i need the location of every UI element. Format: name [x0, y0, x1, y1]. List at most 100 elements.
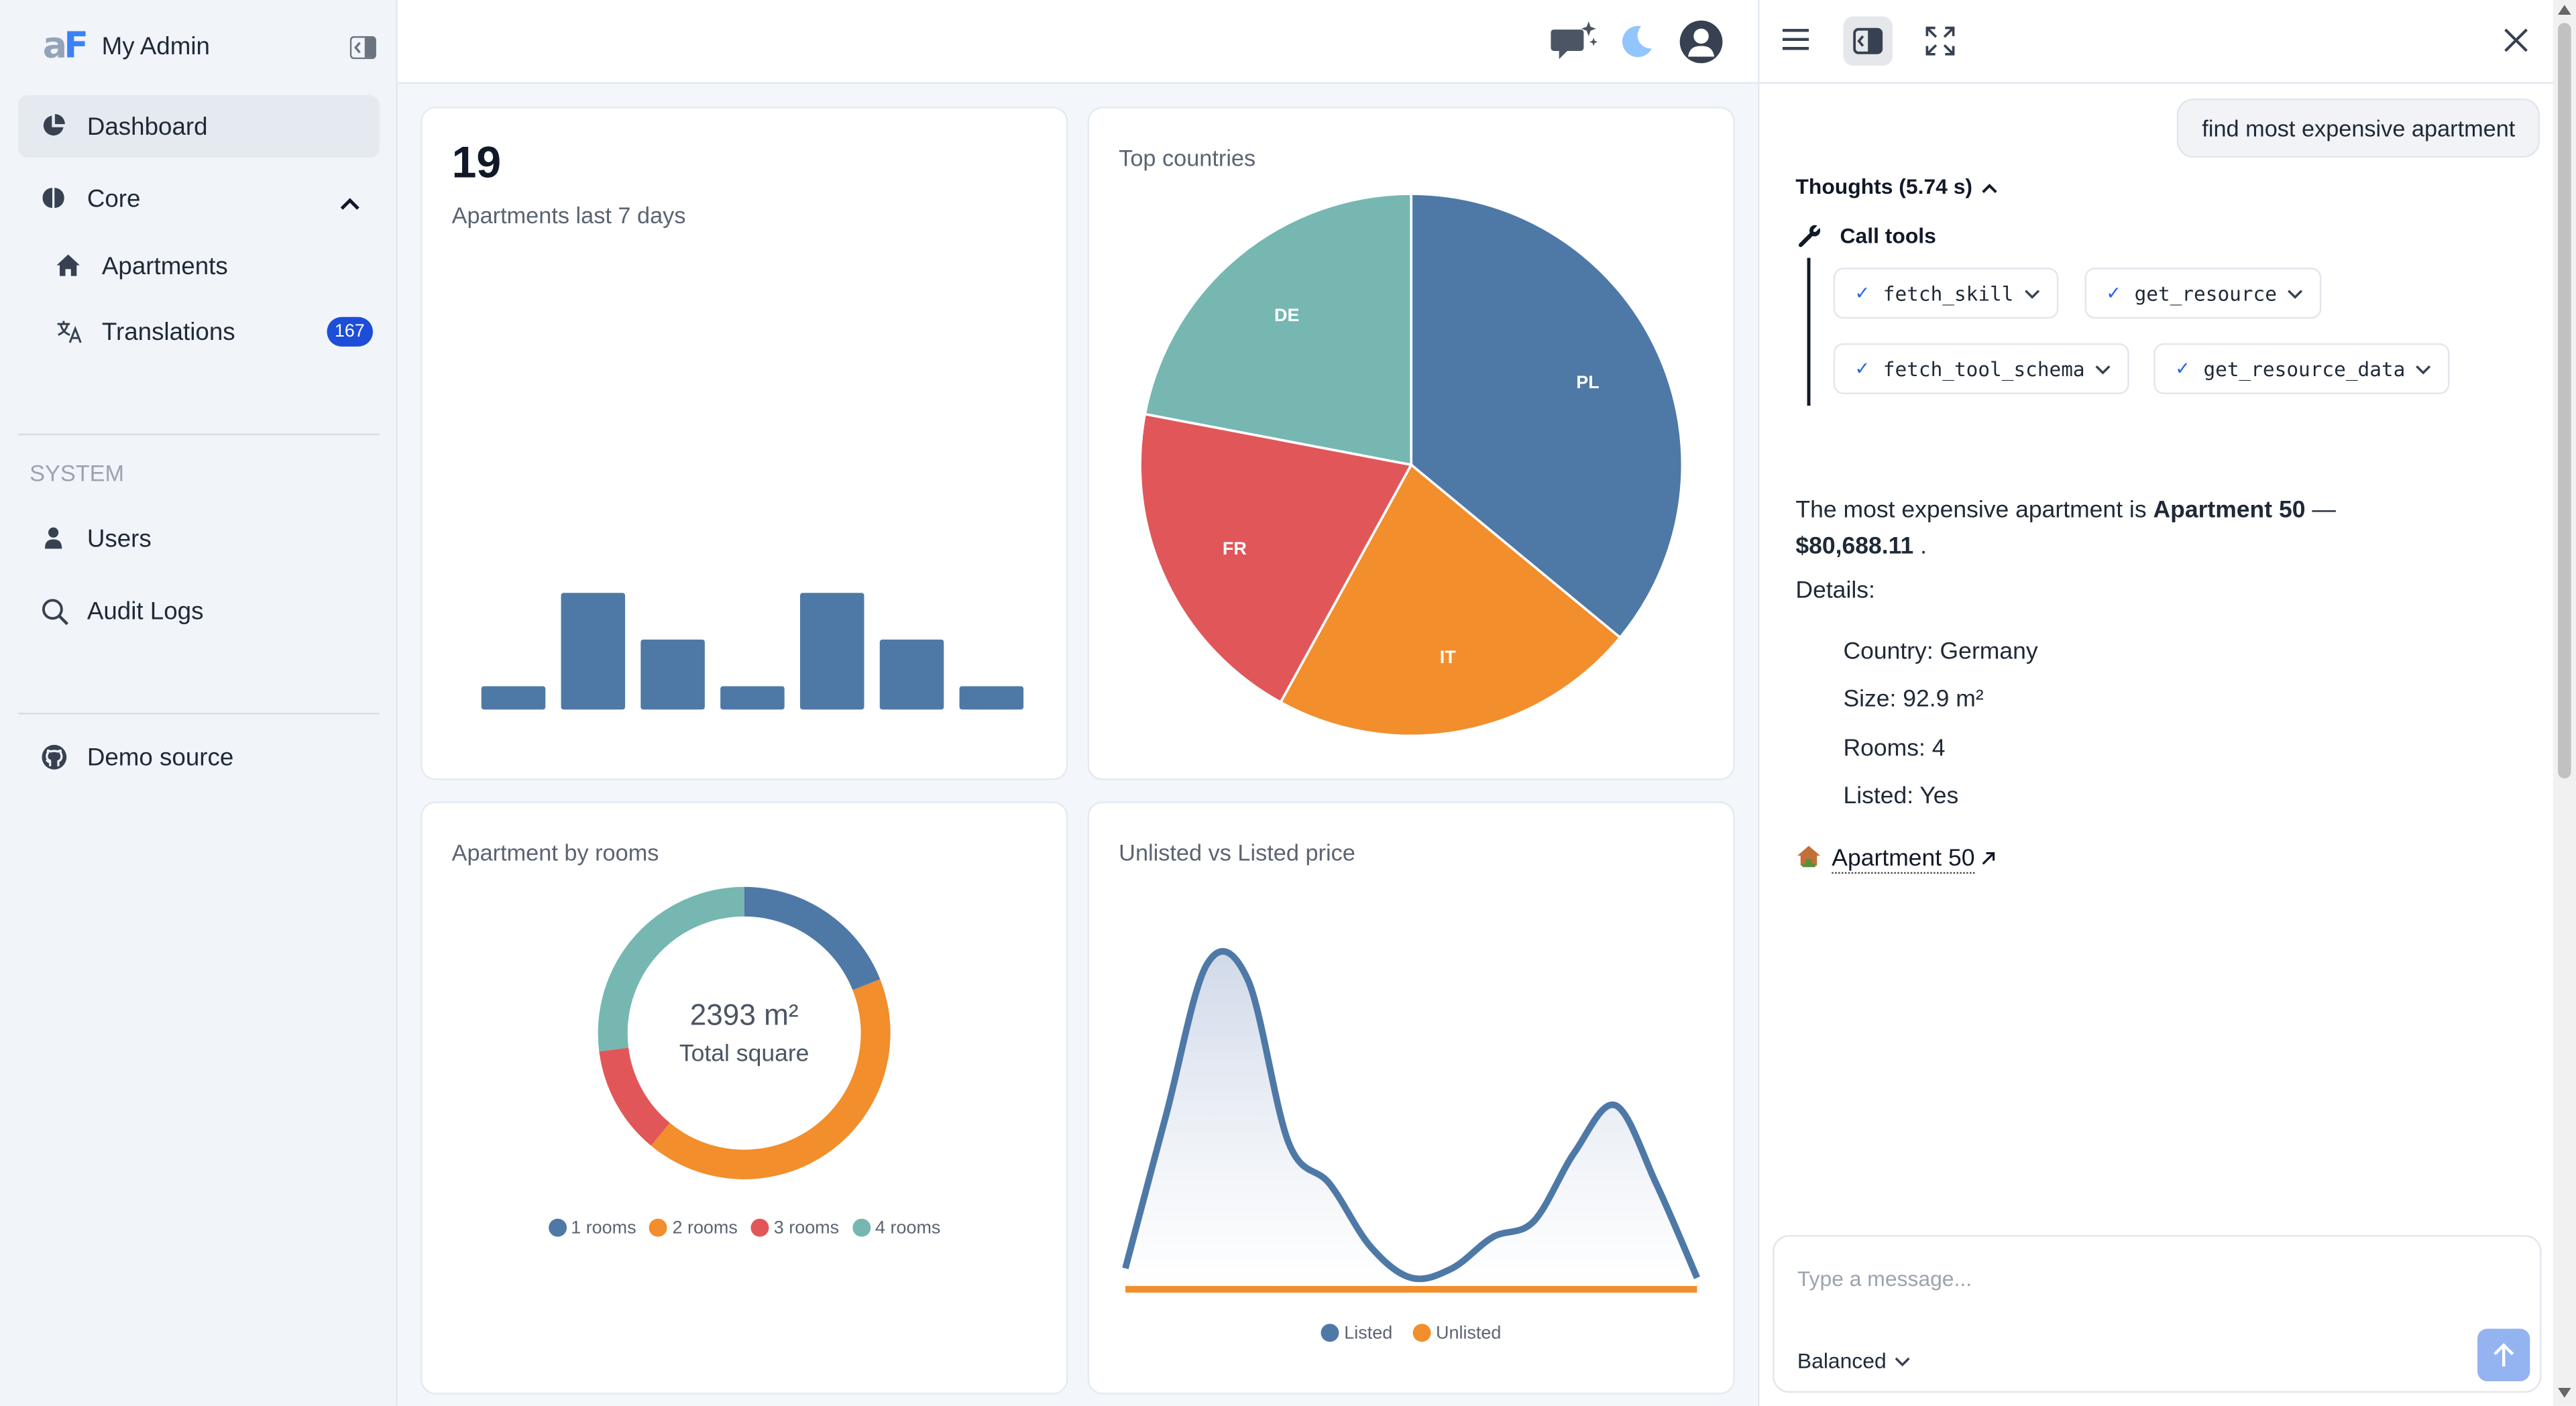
sidebar-item-label: Users	[87, 524, 152, 553]
details-label: Details:	[1795, 578, 1875, 605]
pie-slice[interactable]	[1278, 463, 1622, 738]
call-tools-label: Call tools	[1840, 223, 1936, 248]
apartment-link[interactable]: Apartment 50	[1795, 844, 1996, 874]
home-icon	[56, 253, 80, 284]
external-link-icon	[1981, 846, 1996, 872]
sidebar-item-dashboard[interactable]: Dashboard	[17, 95, 380, 158]
pie-slice[interactable]	[1410, 192, 1684, 640]
scroll-down-arrow-icon[interactable]	[2558, 1387, 2571, 1398]
app-name: My Admin	[101, 32, 210, 61]
card-title: Apartment by rooms	[451, 839, 659, 866]
dock-panel-icon[interactable]	[1843, 16, 1893, 66]
check-icon: ✓	[2106, 282, 2121, 304]
price-card: Unlisted vs Listed price Listed Unlisted	[1089, 803, 1734, 1393]
legend-item[interactable]: 3 rooms	[750, 1218, 839, 1238]
thoughts-toggle[interactable]: Thoughts (5.74 s)	[1795, 174, 1998, 198]
ai-chat-icon[interactable]	[1549, 19, 1598, 70]
apartment-by-rooms-card: Apartment by rooms 2393 m² Total square …	[422, 803, 1066, 1393]
donut-slice[interactable]	[598, 886, 744, 1052]
chat-header	[1759, 0, 2555, 84]
collapse-sidebar-icon[interactable]	[349, 36, 376, 68]
chevron-down-icon	[2095, 364, 2111, 374]
sidebar-item-demo-source[interactable]: Demo source	[18, 726, 380, 788]
sidebar-item-core[interactable]: Core	[18, 168, 380, 230]
chevron-down-icon	[2024, 289, 2039, 298]
legend-item[interactable]: 4 rooms	[852, 1218, 940, 1238]
mode-select[interactable]: Balanced	[1797, 1348, 1911, 1373]
scrollbar[interactable]	[2553, 0, 2576, 1406]
tool-chip-fetch-skill[interactable]: ✓ fetch_skill	[1833, 268, 2058, 319]
bar[interactable]	[959, 686, 1024, 710]
message-input[interactable]: Type a message...	[1797, 1266, 1972, 1291]
tool-chip-get-resource[interactable]: ✓ get_resource	[2084, 268, 2322, 319]
sidebar-item-label: Translations	[101, 317, 235, 346]
logo: aF	[42, 26, 89, 68]
top-bar	[397, 0, 1758, 84]
user-avatar-icon[interactable]	[1679, 19, 1723, 72]
send-button[interactable]	[2477, 1328, 2530, 1382]
bar[interactable]	[561, 593, 626, 710]
bar[interactable]	[879, 639, 944, 710]
scroll-up-arrow-icon[interactable]	[2558, 5, 2571, 15]
chart-legend: 1 rooms 2 rooms 3 rooms 4 rooms	[423, 1216, 1066, 1245]
pie-slice[interactable]	[1139, 412, 1414, 704]
close-icon[interactable]	[2504, 28, 2528, 61]
pie-slice-label: FR	[1223, 538, 1247, 559]
assistant-answer: The most expensive apartment is Apartmen…	[1795, 497, 2336, 561]
sidebar-item-users[interactable]: Users	[18, 508, 380, 570]
brand[interactable]: aF My Admin	[43, 26, 210, 67]
chevron-down-icon	[2287, 289, 2302, 298]
arrow-up-icon	[2494, 1343, 2514, 1367]
legend-item[interactable]: 2 rooms	[649, 1218, 738, 1238]
card-title: Top countries	[1119, 144, 1256, 171]
sidebar-item-translations[interactable]: Translations 167	[18, 300, 380, 363]
search-icon	[41, 598, 69, 632]
pie-slice-label: DE	[1274, 305, 1299, 325]
detail-item: Size: 92.9 m²	[1843, 686, 1984, 713]
detail-item: Country: Germany	[1843, 638, 2038, 666]
chart-legend: Listed Unlisted	[1089, 1320, 1733, 1350]
sidebar-item-apartments[interactable]: Apartments	[18, 235, 380, 297]
chevron-down-icon	[2416, 364, 2431, 374]
pie-chart: PL IT FR DE	[1139, 192, 1684, 738]
apartments-count: 19	[451, 137, 502, 188]
sidebar-item-label: Core	[87, 184, 141, 213]
legend-item[interactable]: Listed	[1321, 1323, 1392, 1343]
translate-icon	[56, 318, 84, 351]
donut-chart	[598, 886, 891, 1179]
divider	[17, 433, 380, 436]
tool-chip-fetch-tool-schema[interactable]: ✓ fetch_tool_schema	[1833, 343, 2129, 394]
moon-icon[interactable]	[1618, 23, 1655, 67]
scrollbar-thumb[interactable]	[2558, 23, 2571, 779]
series-line-listed[interactable]	[1122, 948, 1700, 1283]
chevron-up-icon	[1982, 184, 1998, 193]
detail-item: Rooms: 4	[1843, 736, 1946, 762]
message-composer: Type a message... Balanced	[1773, 1235, 2542, 1393]
user-icon	[41, 526, 66, 557]
chevron-up-icon	[340, 189, 359, 217]
menu-icon[interactable]	[1782, 28, 1809, 60]
legend-item[interactable]: Unlisted	[1412, 1323, 1501, 1343]
chevron-down-icon	[1895, 1356, 1911, 1366]
apartments-7days-card: 19 Apartments last 7 days	[422, 108, 1066, 779]
tool-chip-get-resource-data[interactable]: ✓ get_resource_data	[2153, 343, 2450, 394]
bar[interactable]	[640, 639, 705, 710]
donut-slice[interactable]	[599, 1047, 670, 1146]
expand-icon[interactable]	[1925, 26, 1955, 64]
bar[interactable]	[720, 686, 785, 710]
sidebar-item-label: Dashboard	[87, 112, 208, 141]
chat-panel: find most expensive apartment Thoughts (…	[1758, 0, 2555, 1406]
check-icon: ✓	[2175, 358, 2190, 379]
wrench-icon	[1797, 223, 1822, 256]
legend-item[interactable]: 1 rooms	[547, 1218, 636, 1238]
sidebar-item-audit-logs[interactable]: Audit Logs	[18, 580, 380, 642]
sidebar: aF My Admin Dashboard Core Apartments Tr…	[0, 0, 398, 1406]
donut-slice[interactable]	[744, 886, 881, 990]
bar[interactable]	[799, 593, 864, 710]
bar[interactable]	[481, 686, 546, 710]
donut-slice[interactable]	[651, 979, 891, 1179]
donut-center-value: 2393 m²	[689, 998, 799, 1032]
translations-count-badge: 167	[326, 316, 374, 347]
user-message: find most expensive apartment	[2177, 98, 2540, 158]
pie-slice[interactable]	[1143, 192, 1413, 467]
